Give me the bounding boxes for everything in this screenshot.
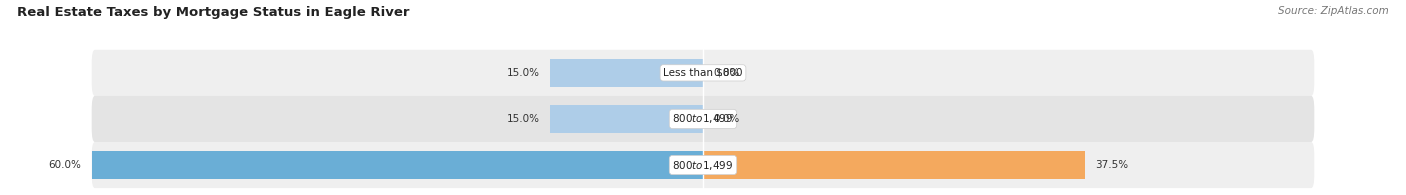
Text: 15.0%: 15.0% [508, 114, 540, 124]
Text: 60.0%: 60.0% [49, 160, 82, 170]
FancyBboxPatch shape [91, 142, 1315, 188]
Bar [703, 151, 1085, 179]
FancyBboxPatch shape [91, 50, 1315, 96]
Bar [550, 58, 703, 87]
FancyBboxPatch shape [91, 96, 1315, 142]
Text: $800 to $1,499: $800 to $1,499 [672, 113, 734, 125]
Text: 0.0%: 0.0% [713, 68, 740, 78]
Bar [550, 105, 703, 133]
Text: $800 to $1,499: $800 to $1,499 [672, 159, 734, 172]
Text: 15.0%: 15.0% [508, 68, 540, 78]
Text: 0.0%: 0.0% [713, 114, 740, 124]
Text: 37.5%: 37.5% [1095, 160, 1129, 170]
Text: Less than $800: Less than $800 [664, 68, 742, 78]
Text: Source: ZipAtlas.com: Source: ZipAtlas.com [1278, 6, 1389, 16]
Bar [91, 151, 703, 179]
Text: Real Estate Taxes by Mortgage Status in Eagle River: Real Estate Taxes by Mortgage Status in … [17, 6, 409, 19]
